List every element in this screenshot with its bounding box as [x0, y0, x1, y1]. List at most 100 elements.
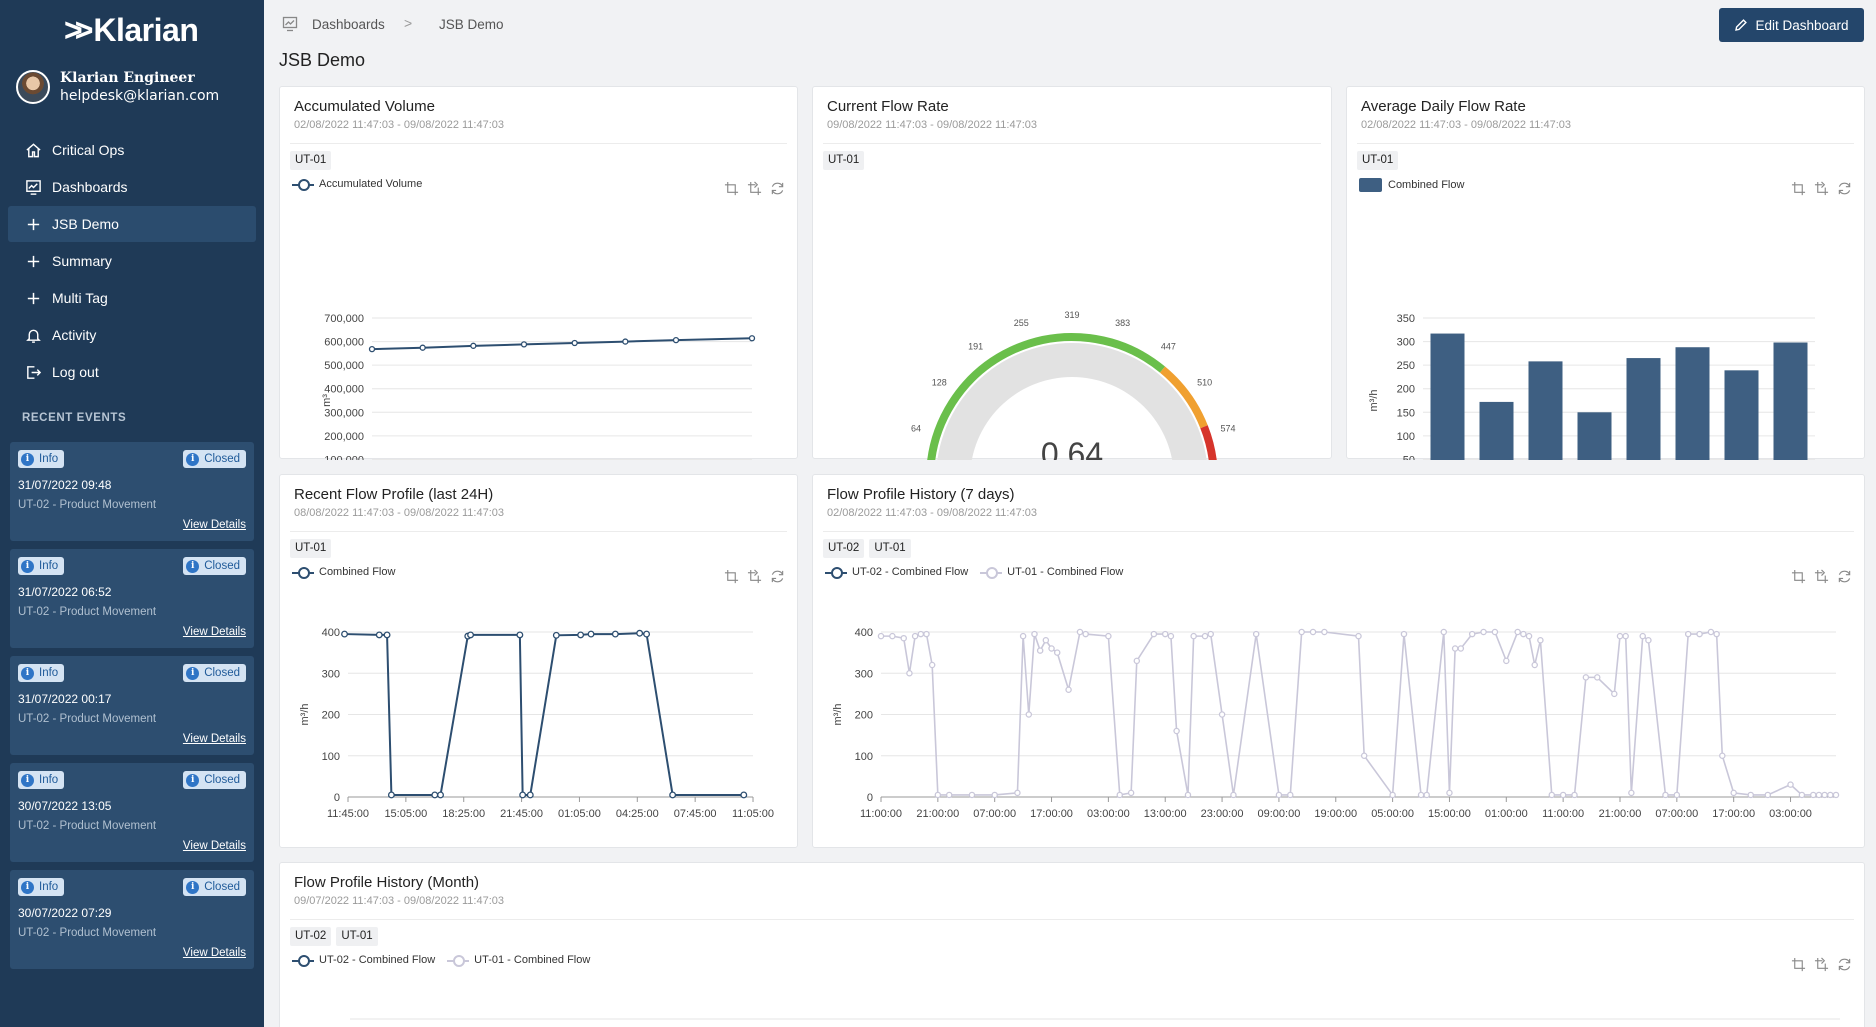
tag-chip[interactable]: UT-02 [823, 539, 865, 558]
data-point [1764, 791, 1772, 799]
zoom-reset-icon[interactable] [747, 181, 762, 196]
data-point [1747, 791, 1754, 799]
card-average-daily-flow-rate: Average Daily Flow Rate 02/08/2022 11:47… [1346, 86, 1865, 460]
data-point [383, 631, 391, 639]
gauge-tick-label: 255 [1014, 318, 1029, 328]
view-details-link[interactable]: View Details [182, 519, 246, 531]
sidebar-item-log-out[interactable]: Log out [8, 354, 256, 390]
data-point [1360, 752, 1368, 759]
data-point [1230, 791, 1237, 799]
legend-item[interactable]: UT-02 - Combined Flow [825, 566, 969, 579]
zoom-reset-icon[interactable] [1814, 569, 1829, 584]
zoom-reset-icon[interactable] [747, 569, 762, 584]
sidebar-item-critical-ops[interactable]: Critical Ops [8, 132, 256, 168]
restore-icon[interactable] [1837, 957, 1852, 972]
card-date-range: 02/08/2022 11:47:03 - 09/08/2022 11:47:0… [827, 507, 1037, 519]
zoom-reset-icon[interactable] [1814, 957, 1829, 972]
sidebar-item-multi-tag[interactable]: Multi Tag [8, 280, 256, 316]
data-point [1423, 791, 1430, 799]
card-accumulated-volume: Accumulated Volume 02/08/2022 11:47:03 -… [279, 86, 798, 460]
chart-toolbox [1783, 957, 1852, 972]
legend-item[interactable]: UT-02 - Combined Flow [292, 954, 436, 967]
zoom-icon[interactable] [724, 181, 739, 196]
legend-label: UT-02 - Combined Flow [852, 566, 969, 578]
data-point [419, 344, 426, 351]
series-line [371, 337, 753, 351]
tag-chip[interactable]: UT-01 [336, 927, 378, 946]
user-profile[interactable]: Klarian Engineer helpdesk@klarian.com [16, 70, 219, 104]
tag-chip[interactable]: UT-01 [290, 151, 332, 170]
user-email: helpdesk@klarian.com [60, 88, 220, 104]
y-tick-label: 100 [322, 751, 340, 763]
data-point [1559, 791, 1567, 799]
data-point [1821, 791, 1828, 799]
data-point [1730, 789, 1737, 797]
page-title: JSB Demo [279, 50, 366, 70]
x-tick-label: 15:00:00 [1428, 808, 1471, 820]
y-tick-label: 200,000 [324, 431, 364, 443]
data-point [1707, 628, 1715, 636]
gauge-value: 0.64 [1041, 436, 1103, 460]
legend-label: UT-02 - Combined Flow [319, 954, 436, 966]
zoom-icon[interactable] [1791, 181, 1806, 196]
sidebar-item-summary[interactable]: Summary [8, 243, 256, 279]
gauge-tick-label: 574 [1220, 423, 1235, 433]
y-tick-label: 400,000 [324, 384, 364, 396]
y-tick-label: 100,000 [324, 454, 364, 460]
sidebar-item-label: Multi Tag [52, 290, 108, 306]
legend-item[interactable]: UT-01 - Combined Flow [980, 566, 1123, 579]
legend-label: Accumulated Volume [319, 178, 423, 190]
zoom-reset-icon[interactable] [1814, 181, 1829, 196]
user-name: Klarian Engineer [60, 70, 195, 86]
gauge-band-red [1200, 425, 1217, 460]
x-tick-label: 04:25:00 [616, 808, 659, 820]
edit-dashboard-button[interactable]: Edit Dashboard [1719, 8, 1864, 42]
bell-icon [24, 326, 42, 344]
y-tick-label: 400 [322, 627, 340, 639]
sidebar-item-dashboards[interactable]: Dashboards [8, 169, 256, 205]
zoom-icon[interactable] [1791, 569, 1806, 584]
x-tick-label: 17:00:00 [1712, 808, 1755, 820]
zoom-icon[interactable] [724, 569, 739, 584]
legend-line-marker [980, 566, 1003, 579]
legend-item[interactable]: UT-01 - Combined Flow [447, 954, 590, 967]
data-point [1662, 791, 1669, 799]
zoom-icon[interactable] [1791, 957, 1806, 972]
y-tick-label: 200 [855, 710, 873, 722]
restore-icon[interactable] [770, 181, 785, 196]
data-point [636, 629, 644, 637]
data-point [1025, 711, 1033, 718]
sidebar-item-activity[interactable]: Activity [8, 317, 256, 353]
view-details-link[interactable]: View Details [182, 947, 246, 959]
y-tick-label: 700,000 [324, 313, 364, 325]
tag-chip[interactable]: UT-01 [1357, 151, 1399, 170]
restore-icon[interactable] [770, 569, 785, 584]
logo-text: Klarian [93, 12, 199, 48]
tag-chip[interactable]: UT-02 [290, 927, 332, 946]
restore-icon[interactable] [1837, 181, 1852, 196]
data-point [1537, 637, 1544, 644]
badge-label: Closed [204, 667, 240, 679]
view-details-link[interactable]: View Details [182, 840, 246, 852]
tag-chip[interactable]: UT-01 [290, 539, 332, 558]
card-date-range: 08/08/2022 11:47:03 - 09/08/2022 11:47:0… [294, 507, 504, 519]
data-point [1684, 630, 1692, 638]
data-point [1355, 632, 1362, 640]
y-tick-label: 100 [1397, 431, 1415, 443]
view-details-link[interactable]: View Details [182, 626, 246, 638]
legend-line-marker [447, 954, 470, 967]
data-point [1622, 632, 1629, 640]
view-details-link[interactable]: View Details [182, 733, 246, 745]
restore-icon[interactable] [1837, 569, 1852, 584]
y-tick-label: 600,000 [324, 337, 364, 349]
tag-chip[interactable]: UT-01 [823, 151, 865, 170]
legend-item[interactable]: Accumulated Volume [292, 178, 423, 191]
klarian-logo[interactable]: >> Klarian [64, 12, 199, 48]
data-point [1116, 791, 1123, 799]
breadcrumb-dashboards[interactable]: Dashboards [312, 17, 385, 32]
legend-item[interactable]: Combined Flow [1359, 178, 1464, 192]
legend-item[interactable]: Combined Flow [292, 566, 395, 579]
gauge-tick-label: 383 [1115, 318, 1130, 328]
tag-chip[interactable]: UT-01 [869, 539, 911, 558]
sidebar-item-jsb-demo[interactable]: JSB Demo [8, 206, 256, 242]
